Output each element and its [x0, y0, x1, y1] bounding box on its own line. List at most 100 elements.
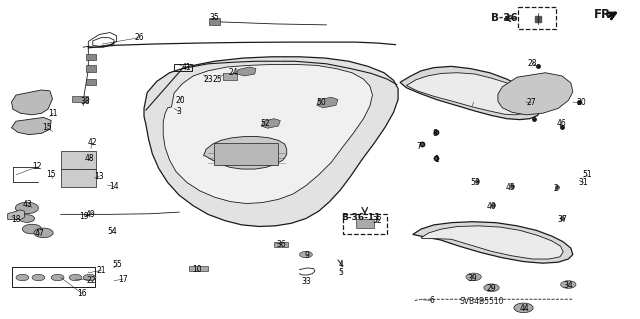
Polygon shape [400, 66, 541, 120]
Text: 30: 30 [576, 98, 586, 107]
Bar [274, 242, 288, 247]
Circle shape [514, 303, 533, 313]
Bar [86, 79, 96, 85]
Circle shape [16, 274, 29, 281]
Text: 45: 45 [506, 183, 516, 192]
Circle shape [34, 228, 53, 238]
Text: SVB4B5510: SVB4B5510 [459, 297, 504, 306]
Text: 32: 32 [372, 216, 383, 225]
Text: 37: 37 [557, 215, 567, 224]
Bar [356, 219, 374, 228]
Text: 41: 41 [182, 63, 192, 72]
Polygon shape [163, 64, 372, 204]
Bar [189, 266, 208, 271]
Text: 52: 52 [260, 119, 271, 128]
Text: 44: 44 [520, 304, 530, 313]
Polygon shape [421, 226, 563, 259]
Bar [223, 73, 237, 80]
Text: 26: 26 [134, 33, 145, 42]
Text: B-36: B-36 [491, 12, 518, 23]
Polygon shape [204, 137, 287, 169]
Text: 18: 18 [12, 215, 20, 224]
Text: 42: 42 [88, 138, 98, 147]
Circle shape [15, 202, 38, 214]
Text: 10: 10 [192, 265, 202, 274]
Text: 25: 25 [212, 75, 223, 84]
Text: 51: 51 [582, 170, 593, 179]
Text: 47: 47 [35, 229, 45, 238]
Text: 50: 50 [316, 98, 326, 107]
Polygon shape [498, 73, 573, 115]
Text: B-36-11: B-36-11 [340, 213, 380, 222]
Circle shape [32, 274, 45, 281]
Polygon shape [12, 90, 52, 115]
Text: 48: 48 [84, 154, 95, 163]
Text: 43: 43 [22, 200, 33, 209]
Text: 2: 2 [553, 184, 558, 193]
Polygon shape [8, 210, 24, 219]
Circle shape [561, 281, 576, 288]
Circle shape [83, 274, 96, 281]
Text: 22: 22 [86, 276, 95, 285]
Bar [86, 54, 96, 60]
Text: 35: 35 [209, 13, 220, 22]
Text: 40: 40 [486, 202, 497, 211]
Text: FR.: FR. [594, 8, 616, 21]
Text: 5: 5 [339, 268, 344, 277]
Polygon shape [261, 119, 280, 128]
Polygon shape [406, 73, 534, 115]
Text: 13: 13 [94, 172, 104, 181]
Text: 4: 4 [339, 260, 344, 269]
Circle shape [22, 224, 42, 234]
Text: 39: 39 [467, 274, 477, 283]
Circle shape [19, 215, 35, 222]
Text: 15: 15 [46, 170, 56, 179]
Bar [72, 96, 88, 102]
Text: 16: 16 [77, 289, 87, 298]
Polygon shape [317, 97, 338, 108]
Text: 19: 19 [79, 212, 90, 221]
Text: 14: 14 [109, 182, 119, 191]
Bar [209, 18, 220, 25]
Text: 33: 33 [301, 277, 311, 286]
Polygon shape [12, 117, 51, 135]
Text: 17: 17 [118, 275, 128, 284]
Text: 11: 11 [49, 109, 58, 118]
Text: 54: 54 [107, 227, 117, 236]
Text: 53: 53 [470, 178, 480, 187]
Circle shape [466, 273, 481, 281]
Bar [86, 65, 96, 72]
Text: 12: 12 [33, 162, 42, 171]
Text: 27: 27 [526, 98, 536, 107]
Polygon shape [61, 151, 96, 169]
Text: 6: 6 [429, 296, 435, 305]
Polygon shape [144, 57, 398, 226]
Text: 3: 3 [177, 107, 182, 116]
Text: 20: 20 [175, 96, 186, 105]
Text: 24: 24 [228, 68, 239, 77]
Circle shape [300, 251, 312, 258]
Text: 55: 55 [112, 260, 122, 269]
Text: 8: 8 [433, 129, 438, 138]
Text: 46: 46 [557, 119, 567, 128]
Text: 9: 9 [305, 251, 310, 260]
Text: 34: 34 [563, 281, 573, 290]
Polygon shape [413, 222, 573, 263]
Text: 1: 1 [434, 155, 439, 164]
Polygon shape [237, 67, 256, 76]
Text: 7: 7 [417, 142, 422, 151]
Text: 31: 31 [579, 178, 589, 187]
Polygon shape [61, 169, 96, 187]
Circle shape [69, 274, 82, 281]
Text: 23: 23 [203, 75, 213, 84]
Text: 15: 15 [42, 123, 52, 132]
Circle shape [51, 274, 64, 281]
Text: 29: 29 [486, 284, 497, 293]
Text: 49: 49 [86, 210, 96, 219]
Text: 38: 38 [80, 97, 90, 106]
Bar [214, 143, 278, 165]
Text: 28: 28 [528, 59, 537, 68]
Text: 21: 21 [97, 266, 106, 275]
Bar [174, 64, 192, 71]
Text: 36: 36 [276, 241, 287, 249]
